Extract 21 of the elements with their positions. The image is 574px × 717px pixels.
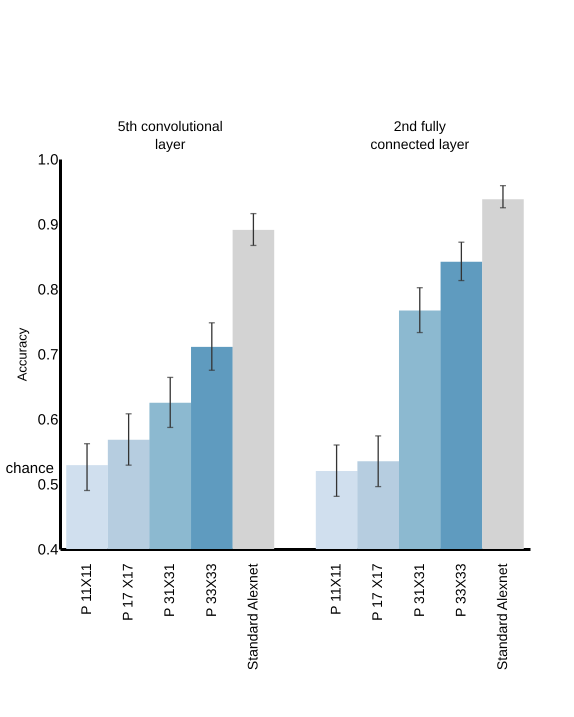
x-tick-label: Standard Alexnet [244, 563, 260, 670]
x-tick-label: P 17 X17 [120, 563, 136, 621]
y-tick-label: 0.9 [38, 216, 58, 234]
text: 2nd fully connected layer [370, 118, 470, 152]
y-tick-label: 0.8 [38, 282, 58, 298]
x-tick-label: P 31X31 [410, 563, 427, 617]
y-tick-label: 0.5 [38, 476, 58, 494]
y-tick-label: 0.6 [38, 412, 58, 428]
x-tick-label: P 11X11 [328, 563, 344, 615]
x-tick-label: P 33X33 [202, 563, 219, 617]
y-tick-label: 0.4 [38, 542, 58, 558]
text: chance [6, 460, 54, 477]
y-tick-label: 1.0 [38, 152, 58, 168]
x-tick-label: P 17 X17 [369, 563, 386, 621]
y-axis-title: Accuracy [14, 327, 30, 382]
x-tick-label: P 33X33 [452, 563, 468, 617]
x-tick-label: P 11X11 [78, 563, 94, 615]
x-tick-label: Standard Alexnet [494, 563, 510, 670]
y-tick-label: 0.7 [38, 346, 58, 364]
x-tick-label: P 31X31 [161, 563, 178, 617]
text: 5th convolutional layer [118, 118, 223, 152]
